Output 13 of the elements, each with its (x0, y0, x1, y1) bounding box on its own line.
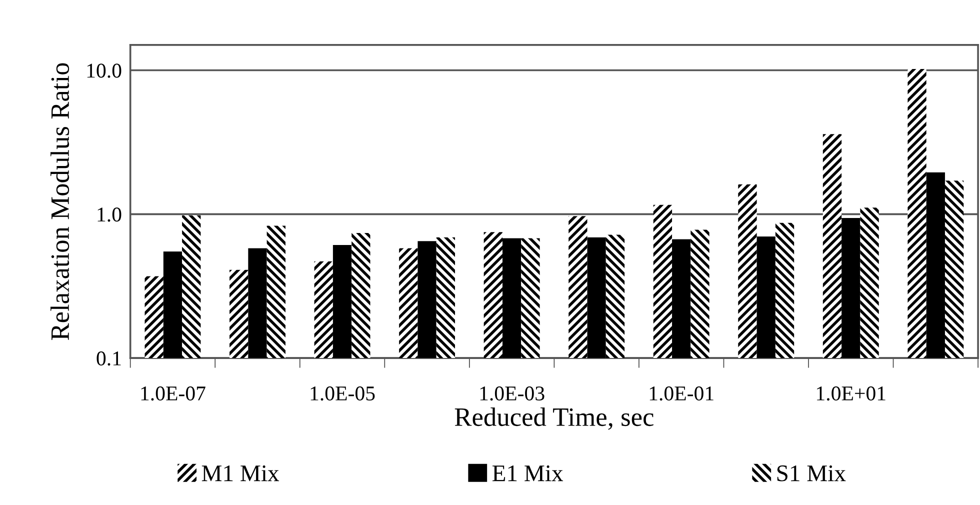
x-tick-label: 1.0E-01 (650, 386, 714, 401)
y-tick-label: 0.1 (96, 351, 121, 366)
x-tick-label: 1.0E-03 (480, 386, 544, 401)
legend-label: S1 Mix (777, 465, 846, 482)
x-tick-label: 1.0E-05 (310, 386, 375, 401)
x-tick-label: 1.0E+01 (817, 386, 886, 401)
x-tick-label: 1.0E-07 (141, 386, 206, 401)
y-tick-label: 1.0 (98, 208, 122, 222)
y-axis-title: Relaxation Modulus Ratio (50, 63, 70, 340)
x-axis-title: Reduced Time, sec (454, 407, 654, 430)
y-tick-label: 10.0 (87, 64, 122, 78)
legend-label: E1 Mix (492, 465, 563, 482)
legend-label: M1 Mix (202, 465, 280, 482)
